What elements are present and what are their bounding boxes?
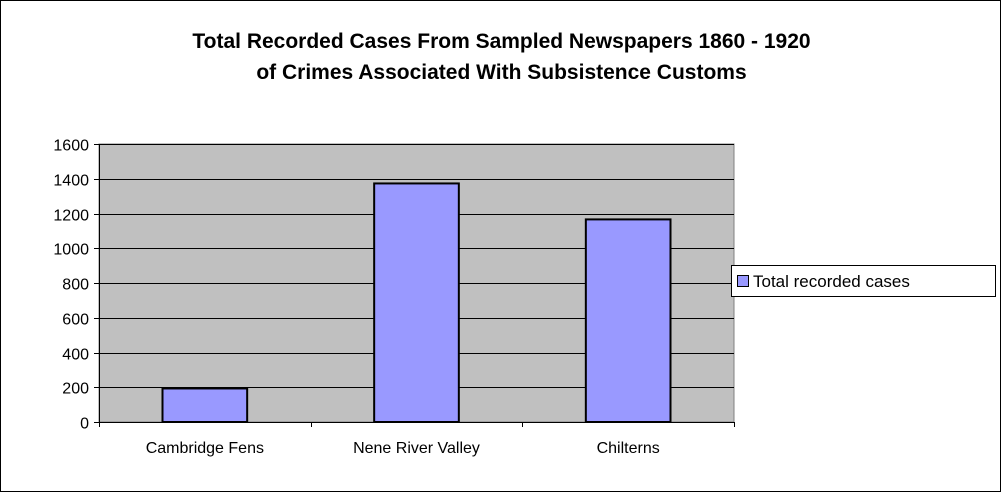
y-tick-labels: 0 200 400 600 800 1000 1200 1400 1600: [53, 138, 89, 433]
x-tick-label: Chilterns: [597, 440, 660, 457]
y-tick-label: 0: [80, 416, 89, 433]
y-tick-label: 1400: [53, 173, 89, 190]
legend: Total recorded cases: [731, 265, 996, 297]
y-tick-label: 800: [62, 277, 89, 294]
legend-swatch: [737, 275, 749, 287]
x-tick-label: Nene River Valley: [353, 440, 480, 457]
y-tick-label: 1000: [53, 242, 89, 259]
x-tick-labels: Cambridge Fens Nene River Valley Chilterns: [146, 440, 660, 457]
legend-label: Total recorded cases: [753, 272, 910, 291]
y-tick-label: 1600: [53, 138, 89, 155]
y-tick-label: 200: [62, 381, 89, 398]
y-tick-label: 600: [62, 312, 89, 329]
x-tick-label: Cambridge Fens: [146, 440, 264, 457]
chart-title-line-2: of Crimes Associated With Subsistence Cu…: [256, 61, 747, 84]
bar-chilterns: [584, 218, 672, 423]
bar-nene-river-valley: [373, 182, 460, 423]
bars: [161, 182, 672, 423]
y-tick-label: 400: [62, 347, 89, 364]
axes: [94, 144, 735, 427]
chart-title-line-1: Total Recorded Cases From Sampled Newspa…: [192, 30, 811, 53]
y-tick-label: 1200: [53, 208, 89, 225]
bar-cambridge-fens: [161, 387, 249, 423]
